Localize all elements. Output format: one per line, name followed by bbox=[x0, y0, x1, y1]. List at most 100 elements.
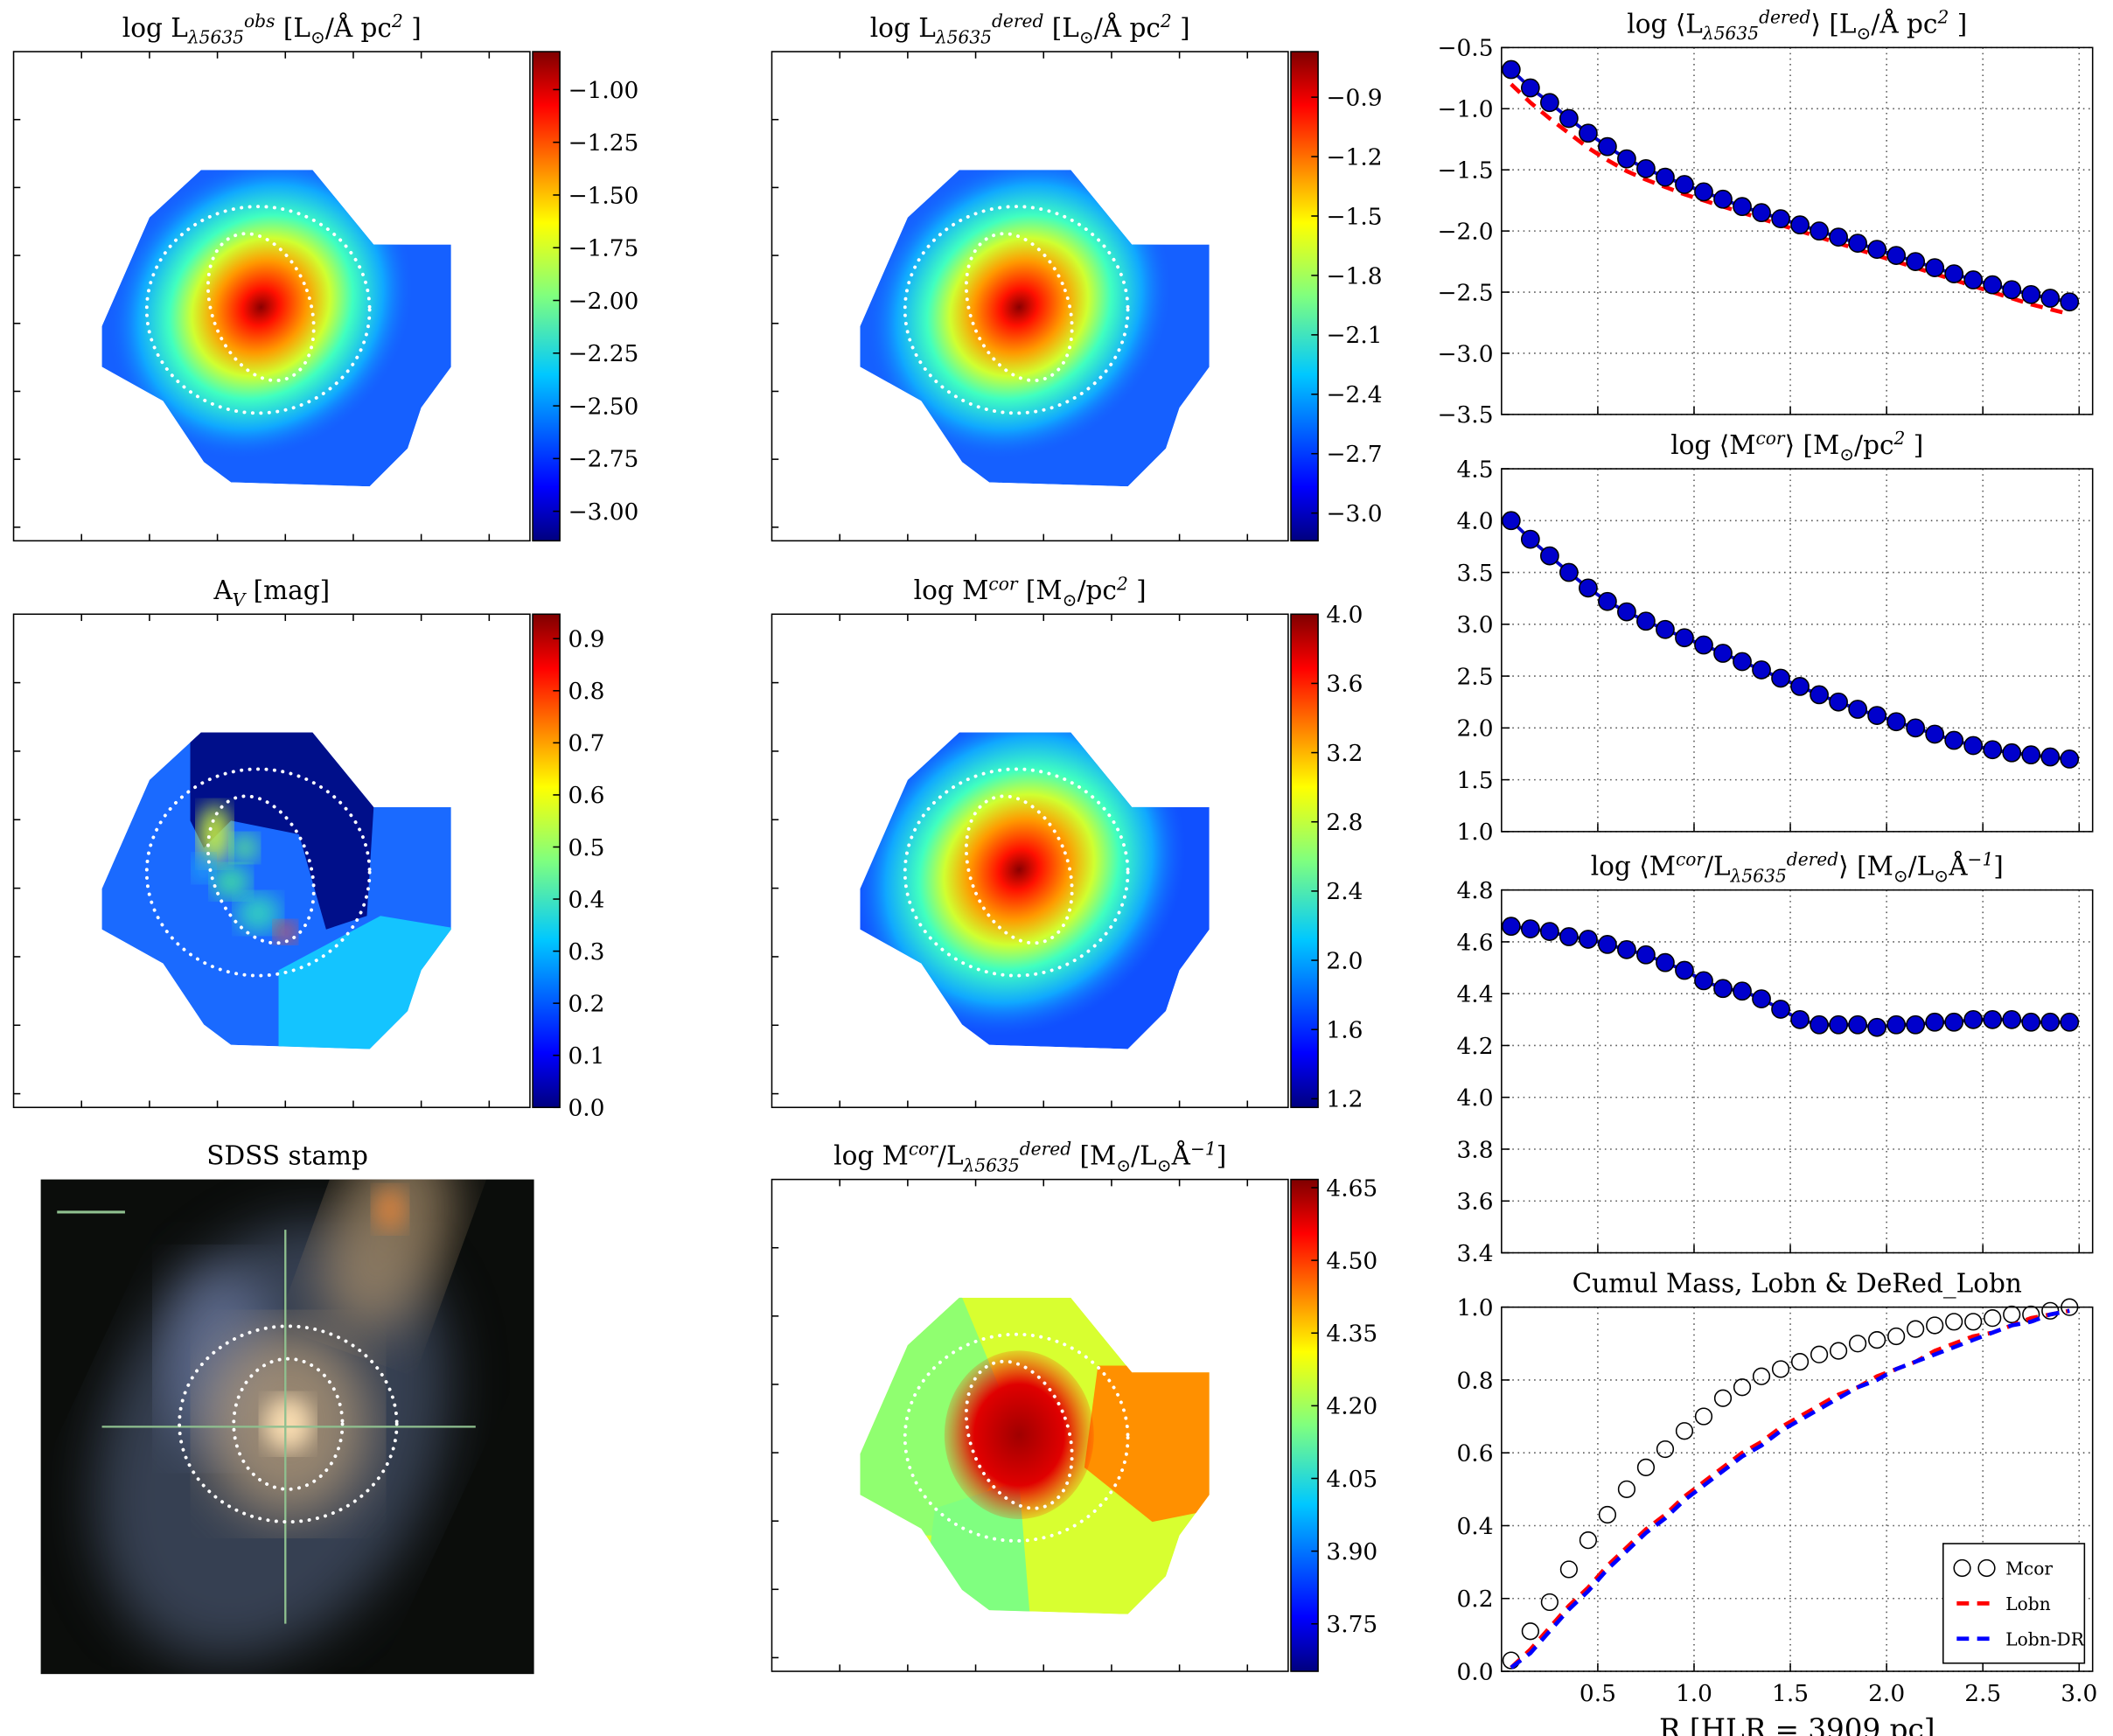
axes-frame bbox=[1501, 889, 2094, 1254]
title-part: [mag] bbox=[245, 575, 330, 605]
x-tick-label: 0.5 bbox=[1580, 1680, 1616, 1707]
data-point bbox=[1713, 644, 1733, 663]
data-point bbox=[1579, 123, 1598, 143]
data-point bbox=[1752, 989, 1771, 1008]
map-region bbox=[190, 732, 374, 930]
galaxy-core bbox=[263, 1397, 313, 1452]
map-glow bbox=[866, 170, 1173, 461]
axes-frame bbox=[12, 613, 531, 1109]
y-tick-label: 3.5 bbox=[1457, 560, 1494, 587]
series-line bbox=[1510, 1308, 2070, 1670]
title-part: ] bbox=[1128, 575, 1147, 605]
colorbar-tick-label: 0.8 bbox=[568, 678, 604, 705]
contour bbox=[144, 767, 372, 978]
data-point bbox=[1944, 264, 1964, 283]
data-point bbox=[1656, 619, 1675, 639]
data-point bbox=[1944, 730, 1964, 750]
title-part: ] bbox=[403, 13, 422, 43]
data-point bbox=[1675, 1422, 1694, 1440]
title-part: ⊙ bbox=[1063, 589, 1077, 610]
title-part: log L bbox=[122, 13, 188, 43]
title-part: ⊙ bbox=[1079, 27, 1094, 48]
legend-marker bbox=[1953, 1558, 1971, 1578]
title-part: cor bbox=[1676, 849, 1705, 870]
y-tick-label: 4.6 bbox=[1457, 929, 1494, 956]
data-point bbox=[1867, 706, 1887, 725]
data-point bbox=[1501, 917, 1521, 937]
data-point bbox=[1520, 919, 1540, 938]
title-part: log ⟨M bbox=[1670, 430, 1755, 460]
y-tick-label: 3.0 bbox=[1457, 611, 1494, 638]
y-tick-label: 1.5 bbox=[1457, 767, 1494, 794]
data-point bbox=[1617, 149, 1636, 169]
colorbar-tick-label: 1.2 bbox=[1326, 1086, 1363, 1113]
data-point bbox=[2060, 749, 2080, 769]
axes-frame bbox=[1501, 1306, 2094, 1672]
data-point bbox=[1598, 935, 1617, 954]
legend-label: Lobn-DR bbox=[2005, 1629, 2084, 1650]
data-point bbox=[1733, 1378, 1752, 1397]
title-part: /L bbox=[938, 1141, 964, 1171]
colorbar-tick-label: 0.2 bbox=[568, 990, 604, 1017]
colorbar-tick-label: 3.75 bbox=[1326, 1611, 1377, 1638]
data-point bbox=[1733, 652, 1752, 672]
data-point bbox=[2040, 747, 2061, 767]
colorbar-tick-label: 4.35 bbox=[1326, 1321, 1377, 1348]
companion-galaxy bbox=[319, 1179, 455, 1335]
title-part: cor bbox=[988, 573, 1018, 594]
y-tick-label: −3.0 bbox=[1437, 340, 1493, 367]
data-point bbox=[2003, 1305, 2021, 1324]
y-tick-label: 1.0 bbox=[1457, 819, 1494, 846]
colorbar-tick-label: 0.3 bbox=[568, 938, 604, 966]
data-point bbox=[1983, 740, 2003, 760]
data-point bbox=[1926, 1316, 1944, 1335]
colorbar bbox=[1290, 613, 1319, 1109]
colorbar-tick-label: −2.25 bbox=[568, 340, 638, 367]
data-point bbox=[2040, 289, 2061, 308]
title-part: ⊙ bbox=[1856, 23, 1871, 44]
y-tick-label: 3.6 bbox=[1457, 1189, 1494, 1216]
title-part: ⟩ [M bbox=[1785, 430, 1840, 460]
colorbar bbox=[532, 613, 561, 1109]
colorbar-tick-label: −2.1 bbox=[1326, 322, 1382, 349]
colorbar-tick-label: −3.00 bbox=[568, 498, 638, 526]
title-part: V bbox=[233, 589, 248, 610]
map-patch bbox=[231, 833, 259, 862]
data-point bbox=[1964, 1313, 1983, 1331]
data-point bbox=[1790, 1353, 1810, 1371]
data-point bbox=[1501, 511, 1521, 531]
panel-title: log ⟨Lλ5635dered⟩ [L⊙/Å pc2 ] bbox=[1627, 6, 1967, 44]
data-point bbox=[1539, 546, 1559, 566]
title-part: log ⟨M bbox=[1591, 852, 1676, 882]
title-part: ⟩ [L bbox=[1810, 9, 1856, 38]
data-point bbox=[1694, 1407, 1713, 1426]
colorbar-tick-label: 4.0 bbox=[1326, 602, 1363, 629]
title-part: cor bbox=[909, 1139, 938, 1160]
title-part: log M bbox=[833, 1141, 909, 1171]
contour bbox=[964, 232, 1074, 383]
axes-frame bbox=[12, 51, 531, 542]
y-tick-label: 0.2 bbox=[1457, 1586, 1494, 1613]
title-part: /pc bbox=[1854, 430, 1893, 460]
data-point bbox=[1598, 591, 1617, 611]
colorbar-tick-label: −1.8 bbox=[1326, 262, 1382, 289]
data-point bbox=[1925, 1012, 1945, 1032]
legend-label: Lobn bbox=[2005, 1593, 2050, 1614]
map-patch bbox=[212, 865, 250, 898]
series-line bbox=[1510, 1308, 2070, 1670]
title-part: cor bbox=[1755, 428, 1785, 449]
data-point bbox=[1790, 1009, 1810, 1029]
title-part: ] bbox=[1217, 1141, 1227, 1171]
data-point bbox=[1771, 1000, 1790, 1019]
colorbar-tick-label: 0.0 bbox=[568, 1095, 604, 1122]
data-point bbox=[1694, 635, 1713, 655]
title-part: log L bbox=[870, 13, 936, 43]
colorbar-tick-label: −2.7 bbox=[1326, 441, 1382, 468]
x-tick-label: 1.5 bbox=[1772, 1680, 1809, 1707]
data-point bbox=[1848, 700, 1867, 719]
data-point bbox=[1675, 960, 1694, 980]
x-tick-label: 2.0 bbox=[1868, 1680, 1905, 1707]
data-point bbox=[2021, 745, 2041, 765]
data-point bbox=[1539, 93, 1559, 113]
map-image bbox=[860, 170, 1210, 487]
